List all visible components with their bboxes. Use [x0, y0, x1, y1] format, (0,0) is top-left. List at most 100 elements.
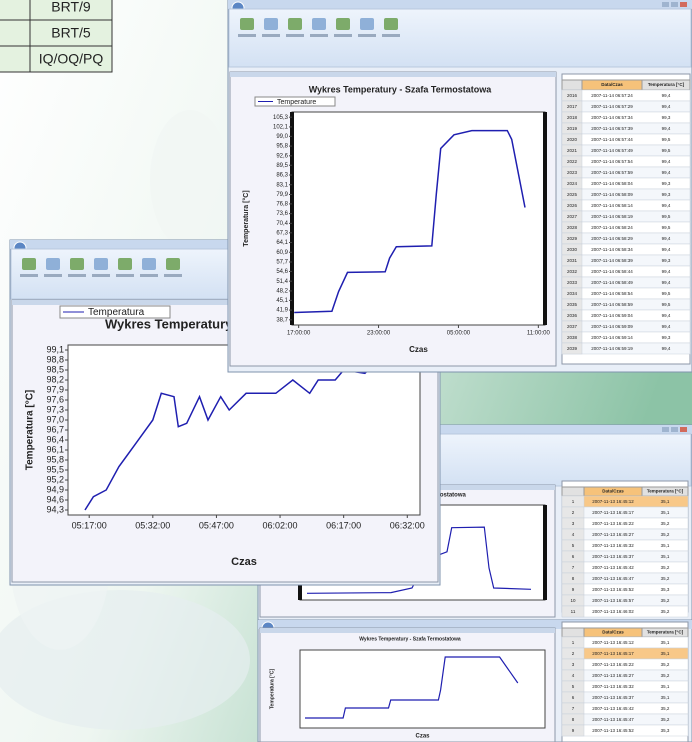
window-button — [671, 2, 678, 7]
table-header-cell — [562, 80, 582, 90]
chart-panel-tab — [260, 628, 555, 633]
table-header: Temperatura [°C] — [647, 489, 684, 494]
ribbon-caption — [116, 274, 134, 277]
table-cell-text: 2027 — [567, 214, 578, 219]
ribbon-caption — [164, 274, 182, 277]
x-axis-label: Czas — [231, 556, 257, 568]
table-cell-text: 35,1 — [661, 684, 670, 689]
table-cell-text: 2007-11-14 06:58:54 — [591, 291, 633, 296]
table-cell-text: 35,2 — [661, 576, 670, 581]
plot-edge — [543, 112, 547, 325]
table-cell-text: 2007-11-14 06:57:59 — [591, 170, 633, 175]
table-cell-text: 2007-11-14 06:58:59 — [591, 302, 633, 307]
y-tick-label: 102,1 — [273, 124, 289, 130]
table-cell-text: 2007-11-13 16:45:32 — [592, 543, 634, 548]
table-cell-text: 35,2 — [661, 521, 670, 526]
ribbon-icon — [118, 258, 132, 270]
table-cell-text: 2007-11-14 06:59:14 — [591, 335, 633, 340]
table-cell-text: 2035 — [567, 302, 578, 307]
table-cell-text: 2007-11-14 06:57:44 — [591, 137, 633, 142]
table-cell-text: 35,1 — [661, 651, 670, 656]
y-tick-label: 54,6 — [276, 269, 288, 275]
y-tick-label: 48,2 — [276, 288, 288, 294]
table-cell-text: 2022 — [567, 159, 578, 164]
y-tick-label: 98,5 — [46, 364, 64, 374]
chart: Wykres Temperatury - Szafa TermostatowaC… — [260, 628, 555, 742]
table-cell-text: 35,3 — [661, 728, 670, 733]
table-cell-text: 2020 — [567, 137, 578, 142]
table-cell-text: 2016 — [567, 93, 578, 98]
table-cell-text: 2023 — [567, 170, 578, 175]
y-tick-label: 105,3 — [273, 115, 289, 121]
ribbon-caption — [140, 274, 158, 277]
table-cell-text: 2007-11-14 06:59:04 — [591, 313, 633, 318]
chart-panel-tab — [230, 72, 556, 77]
table-cell-text: 2038 — [567, 335, 578, 340]
table-cell-text: 2007-11-13 16:45:52 — [592, 587, 634, 592]
y-tick-label: 96,1 — [46, 444, 64, 454]
table-cell-text: 2032 — [567, 269, 578, 274]
table-cell-text: 2007-11-13 16:45:12 — [592, 499, 634, 504]
table-cell-text: 2029 — [567, 236, 578, 241]
table-cell-text: 2007-11-14 06:59:19 — [591, 346, 633, 351]
ribbon-icon — [312, 18, 326, 30]
y-tick-label: 57,7 — [276, 260, 288, 266]
x-tick-label: 05:47:00 — [199, 520, 234, 530]
ribbon-icon — [94, 258, 108, 270]
ribbon-icon — [336, 18, 350, 30]
y-tick-label: 94,3 — [46, 504, 64, 514]
table-cell-text: 35,2 — [661, 662, 670, 667]
table-cell-text: 99,3 — [662, 335, 671, 340]
table-cell-text: 2007-11-14 06:59:09 — [591, 324, 633, 329]
table-cell-text: 2007-11-13 16:46:02 — [592, 609, 634, 614]
table-cell-text: 2007-11-14 06:58:34 — [591, 247, 633, 252]
y-tick-label: 92,6 — [276, 153, 288, 159]
table-header-cell — [562, 487, 584, 496]
ribbon-icon — [142, 258, 156, 270]
ribbon-caption — [382, 34, 400, 37]
table-cell-text: 99,4 — [662, 280, 671, 285]
data-table: Data/CzasTemperatura [°C]12007-11-13 16:… — [562, 622, 688, 742]
title-bar — [228, 0, 692, 9]
table-cell-text: 2007-11-13 16:45:37 — [592, 554, 634, 559]
table-cell-text: 99,4 — [662, 236, 671, 241]
table-cell-text: 35,1 — [661, 499, 670, 504]
ribbon-caption — [286, 34, 304, 37]
x-tick-label: 06:02:00 — [263, 520, 298, 530]
chart: Wykres Temperatury - Szafa Termostatowa 1… — [230, 72, 556, 366]
plot-edge — [543, 505, 547, 600]
table-cell-text: 99,4 — [662, 159, 671, 164]
table-cell-text: 2007-11-13 16:45:32 — [592, 684, 634, 689]
table-cell-text: 35,1 — [661, 510, 670, 515]
table-header-cell — [562, 628, 584, 637]
y-tick-label: 96,7 — [46, 424, 64, 434]
y-tick-label: 76,8 — [276, 201, 288, 207]
y-tick-label: 95,8 — [46, 454, 64, 464]
y-tick-label: 99,0 — [276, 134, 288, 140]
table-header: Data/Czas — [602, 630, 624, 635]
y-tick-label: 97,0 — [46, 414, 64, 424]
table-cell-text: 2007-11-13 16:45:12 — [592, 640, 634, 645]
table-cell-text: 35,2 — [661, 565, 670, 570]
table-cell-text: 2007-11-14 06:57:39 — [591, 126, 633, 131]
table-cell-text: 99,5 — [662, 148, 671, 153]
chart-title: Wykres Temperatury - Szafa Termostatowa — [309, 84, 493, 94]
x-tick-label: 05:00:00 — [447, 331, 471, 337]
legend-label: Temperatura — [88, 307, 145, 318]
table-cell-text: 2007-11-13 16:45:17 — [592, 510, 634, 515]
table-header: Data/Czas — [601, 82, 623, 87]
table-cell-text: 99,3 — [662, 181, 671, 186]
ribbon-caption — [334, 34, 352, 37]
table-cell-text: 2028 — [567, 225, 578, 230]
y-axis-label: Temperatura [°C] — [25, 390, 36, 471]
y-tick-label: 73,6 — [276, 211, 288, 217]
table-cell-text: BRT/5 — [51, 25, 91, 41]
table-cell-text: 99,5 — [662, 225, 671, 230]
plot-edge — [290, 112, 294, 325]
table-cell — [0, 20, 30, 46]
table-cell-text: 2007-11-13 16:45:42 — [592, 565, 634, 570]
y-tick-label: 96,4 — [46, 434, 64, 444]
x-axis-label: Czas — [409, 345, 428, 354]
table-cell-text: 2007-11-14 06:58:29 — [591, 236, 633, 241]
ribbon-caption — [262, 34, 280, 37]
